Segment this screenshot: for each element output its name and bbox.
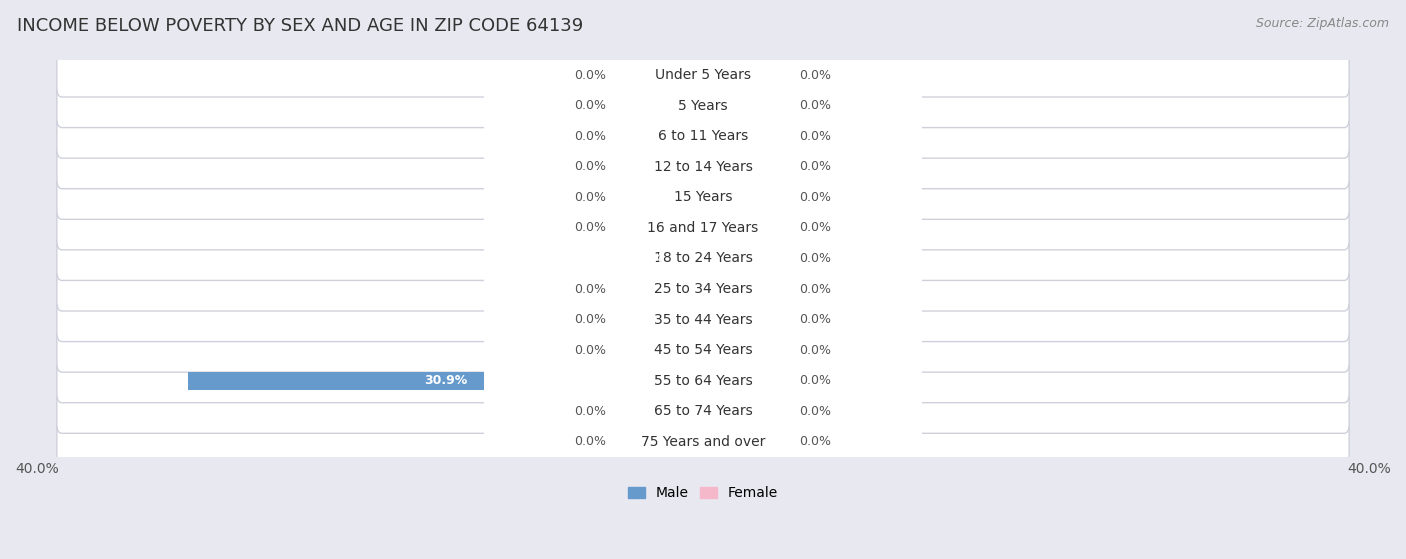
Text: 0.0%: 0.0% [575, 130, 606, 143]
FancyBboxPatch shape [484, 398, 922, 424]
Bar [703, 96, 786, 115]
Text: 0.0%: 0.0% [800, 374, 831, 387]
FancyBboxPatch shape [484, 429, 922, 455]
Text: 0.0%: 0.0% [800, 99, 831, 112]
Text: 0.0%: 0.0% [575, 221, 606, 234]
Bar [620, 96, 703, 115]
Bar [703, 66, 786, 84]
Text: 45 to 54 Years: 45 to 54 Years [654, 343, 752, 357]
Text: 0.0%: 0.0% [575, 99, 606, 112]
FancyBboxPatch shape [484, 154, 922, 180]
Bar [703, 310, 786, 329]
Text: 30.9%: 30.9% [425, 374, 467, 387]
FancyBboxPatch shape [484, 276, 922, 302]
Text: 0.0%: 0.0% [800, 252, 831, 265]
Text: 25 to 34 Years: 25 to 34 Years [654, 282, 752, 296]
Text: 0.0%: 0.0% [575, 435, 606, 448]
Bar [620, 341, 703, 359]
Text: 0.0%: 0.0% [575, 313, 606, 326]
Text: 6 to 11 Years: 6 to 11 Years [658, 129, 748, 143]
Bar [703, 219, 786, 237]
FancyBboxPatch shape [56, 206, 1350, 250]
FancyBboxPatch shape [56, 145, 1350, 189]
Text: 75 Years and over: 75 Years and over [641, 435, 765, 449]
Text: 55 to 64 Years: 55 to 64 Years [654, 374, 752, 388]
FancyBboxPatch shape [484, 306, 922, 333]
Text: 0.0%: 0.0% [575, 282, 606, 296]
Text: 0.0%: 0.0% [800, 69, 831, 82]
Bar [620, 127, 703, 145]
Bar [703, 249, 786, 268]
FancyBboxPatch shape [56, 297, 1350, 342]
Bar [620, 219, 703, 237]
Bar [703, 372, 786, 390]
FancyBboxPatch shape [484, 123, 922, 149]
FancyBboxPatch shape [56, 236, 1350, 281]
FancyBboxPatch shape [56, 53, 1350, 97]
Text: 15 Years: 15 Years [673, 190, 733, 204]
Text: 0.0%: 0.0% [575, 160, 606, 173]
FancyBboxPatch shape [484, 215, 922, 241]
FancyBboxPatch shape [56, 389, 1350, 433]
Text: 12 to 14 Years: 12 to 14 Years [654, 160, 752, 174]
Bar [620, 310, 703, 329]
Bar [620, 433, 703, 451]
Bar [703, 433, 786, 451]
Text: 5 Years: 5 Years [678, 98, 728, 112]
Text: 0.0%: 0.0% [800, 282, 831, 296]
Bar [620, 280, 703, 298]
Bar [703, 188, 786, 206]
FancyBboxPatch shape [56, 176, 1350, 219]
FancyBboxPatch shape [484, 92, 922, 119]
Text: 35 to 44 Years: 35 to 44 Years [654, 312, 752, 326]
Text: 16 and 17 Years: 16 and 17 Years [647, 221, 759, 235]
Bar [620, 402, 703, 420]
Text: 18 to 24 Years: 18 to 24 Years [654, 252, 752, 266]
Text: 65 to 74 Years: 65 to 74 Years [654, 404, 752, 418]
FancyBboxPatch shape [484, 368, 922, 394]
FancyBboxPatch shape [56, 328, 1350, 372]
Bar [703, 280, 786, 298]
Text: 6.8%: 6.8% [628, 252, 664, 265]
Text: 0.0%: 0.0% [575, 405, 606, 418]
Text: 0.0%: 0.0% [800, 405, 831, 418]
FancyBboxPatch shape [56, 420, 1350, 464]
FancyBboxPatch shape [56, 359, 1350, 402]
Bar [703, 402, 786, 420]
Bar [589, 249, 703, 268]
Bar [620, 188, 703, 206]
Text: INCOME BELOW POVERTY BY SEX AND AGE IN ZIP CODE 64139: INCOME BELOW POVERTY BY SEX AND AGE IN Z… [17, 17, 583, 35]
Legend: Male, Female: Male, Female [623, 481, 783, 506]
Text: 0.0%: 0.0% [800, 435, 831, 448]
Text: 0.0%: 0.0% [800, 313, 831, 326]
Text: Under 5 Years: Under 5 Years [655, 68, 751, 82]
Bar [188, 372, 703, 390]
Text: 0.0%: 0.0% [800, 191, 831, 204]
Text: 0.0%: 0.0% [800, 344, 831, 357]
Bar [703, 127, 786, 145]
FancyBboxPatch shape [56, 267, 1350, 311]
Text: 0.0%: 0.0% [575, 69, 606, 82]
Bar [620, 158, 703, 176]
FancyBboxPatch shape [484, 337, 922, 363]
FancyBboxPatch shape [484, 245, 922, 272]
Text: Source: ZipAtlas.com: Source: ZipAtlas.com [1256, 17, 1389, 30]
Text: 0.0%: 0.0% [575, 191, 606, 204]
Bar [703, 341, 786, 359]
Text: 0.0%: 0.0% [800, 160, 831, 173]
Text: 0.0%: 0.0% [575, 344, 606, 357]
FancyBboxPatch shape [484, 62, 922, 88]
Bar [703, 158, 786, 176]
FancyBboxPatch shape [56, 83, 1350, 127]
Text: 0.0%: 0.0% [800, 130, 831, 143]
Text: 0.0%: 0.0% [800, 221, 831, 234]
FancyBboxPatch shape [484, 184, 922, 210]
FancyBboxPatch shape [56, 114, 1350, 158]
Bar [620, 66, 703, 84]
